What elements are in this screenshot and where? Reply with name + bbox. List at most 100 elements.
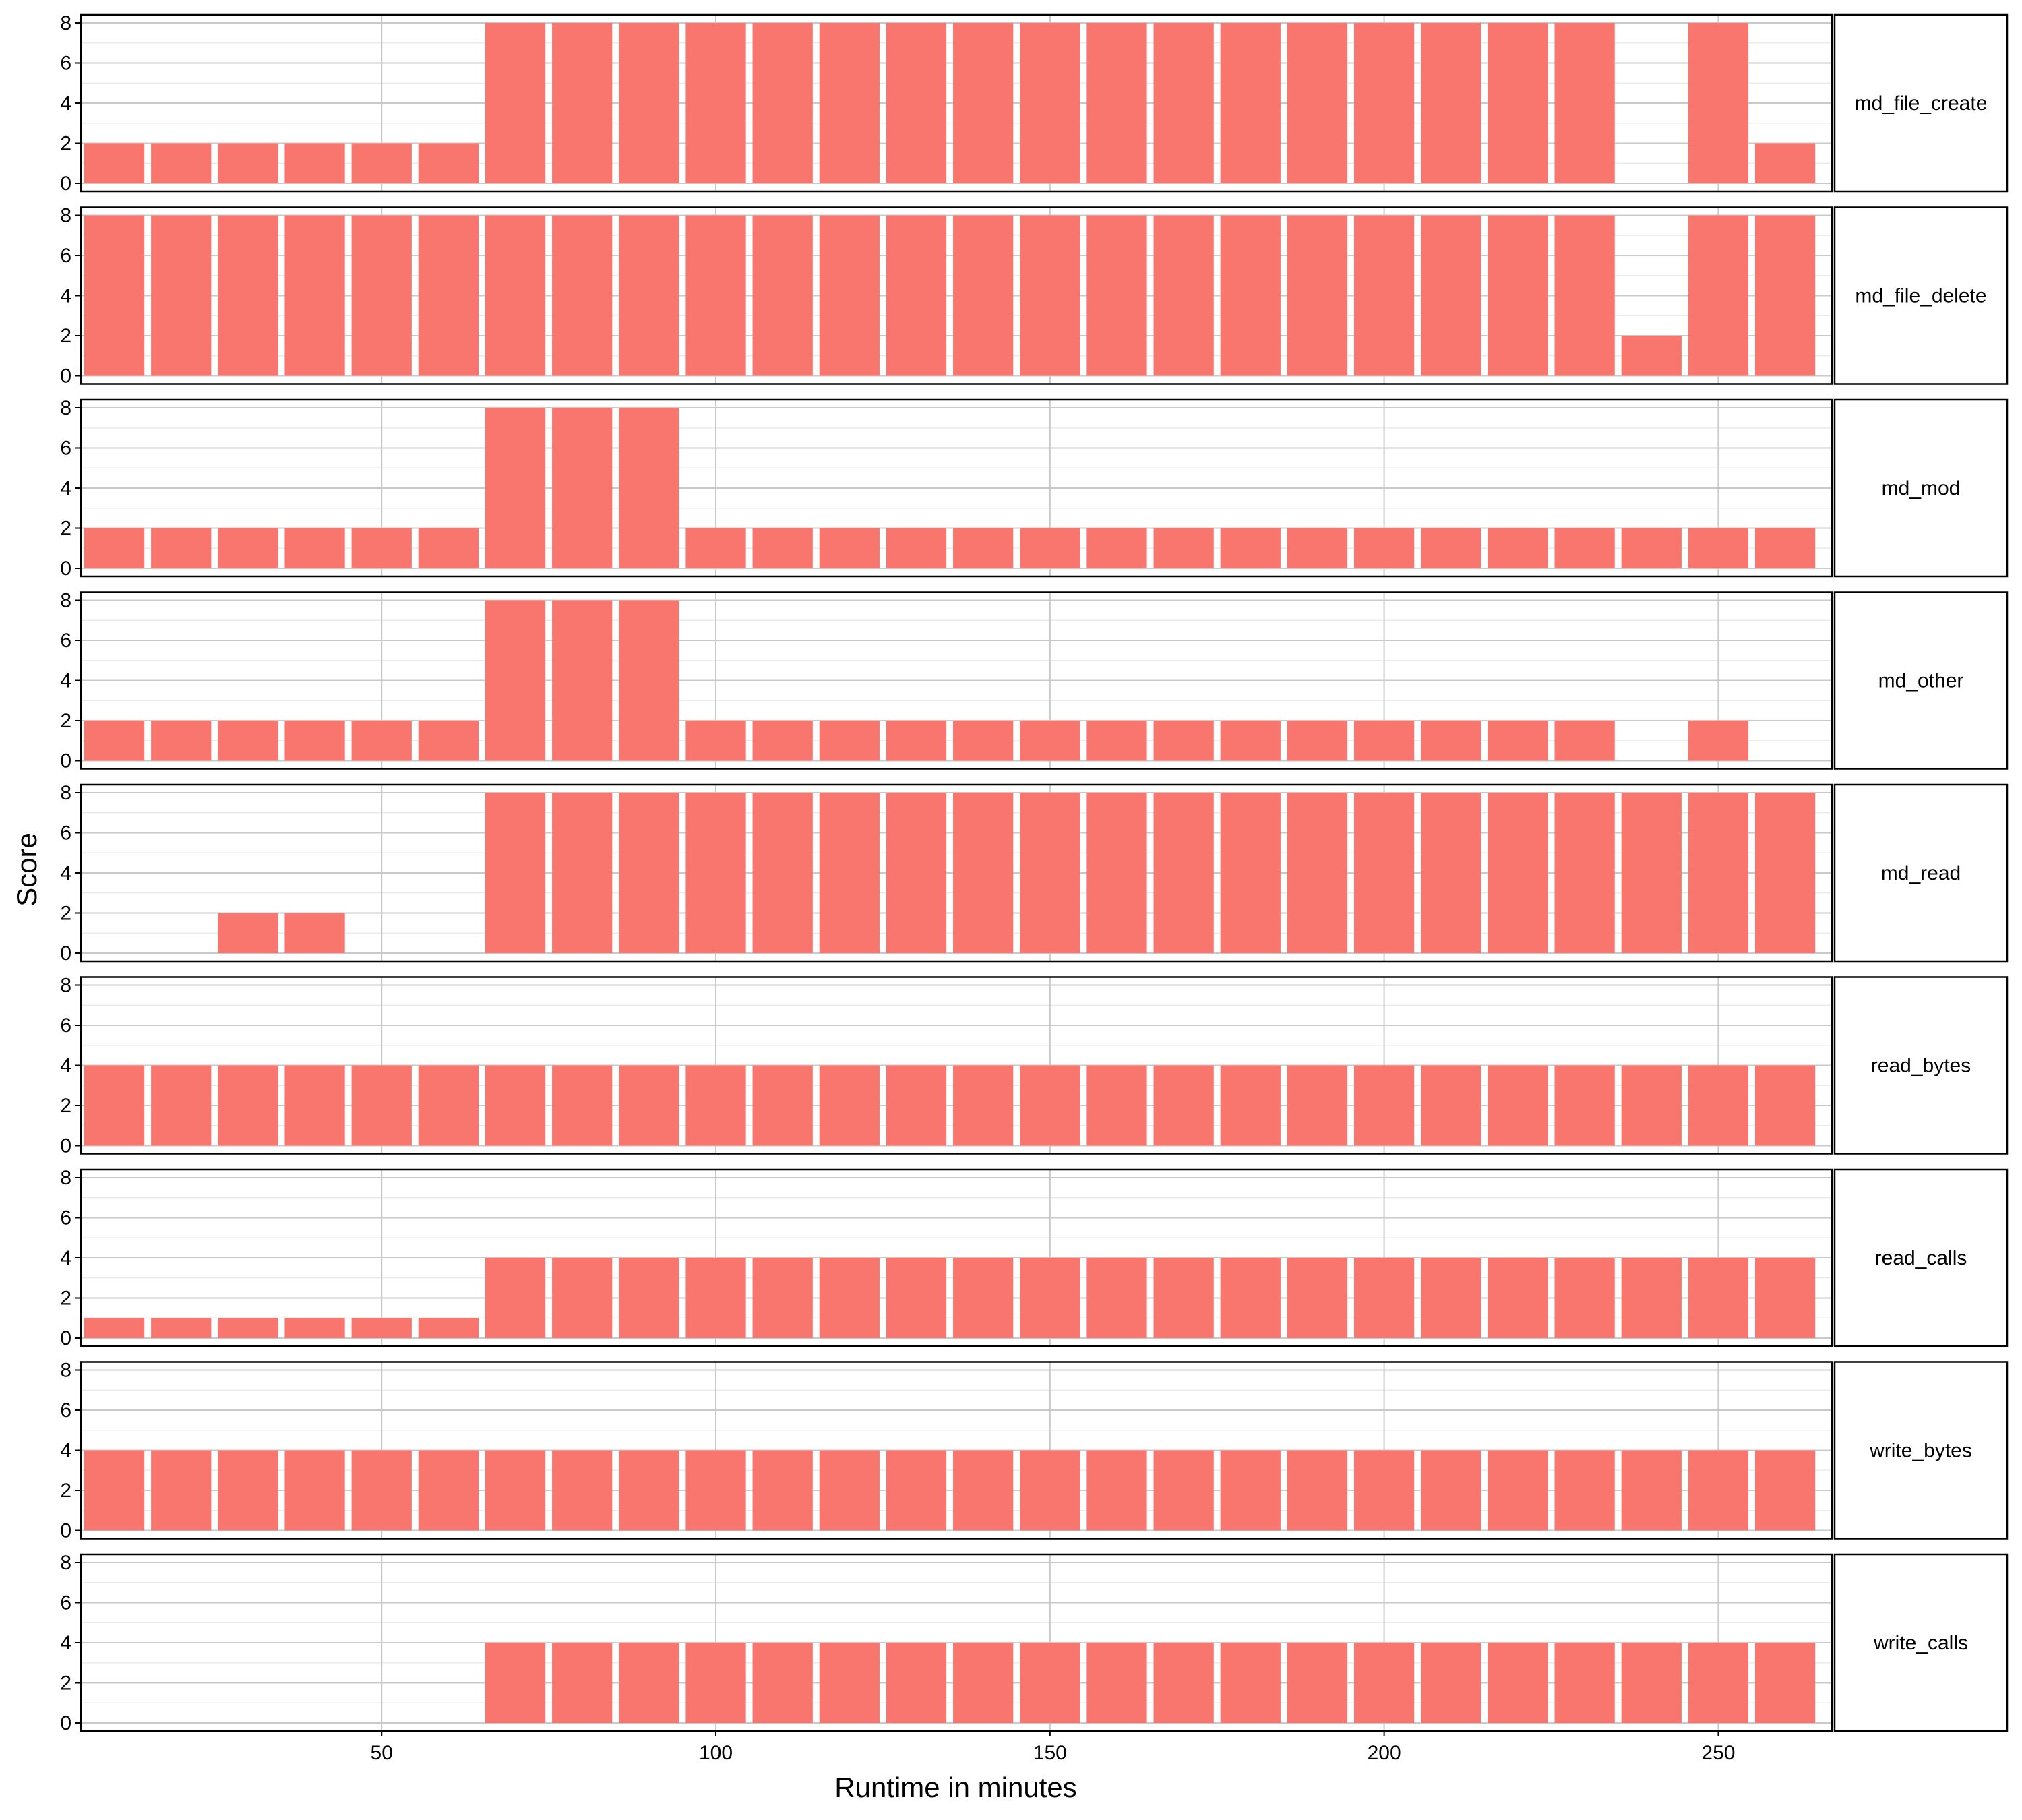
y-tick-label: 2 xyxy=(60,1095,71,1117)
bar xyxy=(1621,1450,1682,1531)
bar xyxy=(619,23,679,183)
facet-strip-label: write_calls xyxy=(1873,1632,1968,1654)
bar xyxy=(1287,1450,1348,1531)
y-tick-label: 8 xyxy=(60,782,71,804)
y-tick-label: 0 xyxy=(60,1327,71,1349)
bar xyxy=(1287,215,1348,376)
y-tick-label: 0 xyxy=(60,173,71,195)
y-tick-label: 6 xyxy=(60,53,71,75)
bar xyxy=(552,1450,613,1531)
bar xyxy=(1354,1450,1415,1531)
bar xyxy=(552,1258,613,1338)
facet-strip xyxy=(1833,976,2009,1155)
panel-md_mod: 0 2 4 6 8 md_mod xyxy=(60,397,2009,580)
y-tick-label: 0 xyxy=(60,1520,71,1542)
bar xyxy=(1020,793,1080,953)
bar xyxy=(218,143,278,183)
bar xyxy=(218,1318,278,1338)
bar xyxy=(1153,215,1214,376)
bar xyxy=(418,1318,479,1338)
bar xyxy=(84,528,145,568)
bar xyxy=(351,721,412,761)
y-tick-label: 8 xyxy=(60,1552,71,1574)
bar xyxy=(485,408,546,568)
bar xyxy=(886,721,947,761)
bar xyxy=(485,1065,546,1146)
bar xyxy=(1153,1643,1214,1723)
bar xyxy=(1488,1450,1548,1531)
y-tick-label: 6 xyxy=(60,630,71,652)
bar xyxy=(151,721,212,761)
panel-write_bytes: 0 2 4 6 8 write_bytes xyxy=(60,1360,2009,1542)
bar xyxy=(485,600,546,761)
bar xyxy=(1688,215,1749,376)
bar xyxy=(1554,1643,1615,1723)
bar xyxy=(351,215,412,376)
bar xyxy=(819,1643,880,1723)
facet-strip-label: md_other xyxy=(1878,670,1964,692)
y-tick-label: 8 xyxy=(60,590,71,612)
bar xyxy=(752,1065,813,1146)
panel-md_read: 0 2 4 6 8 md_read xyxy=(60,782,2009,965)
bar xyxy=(619,1258,679,1338)
bar xyxy=(886,23,947,183)
bar xyxy=(351,1065,412,1146)
bar xyxy=(1153,1450,1214,1531)
bar xyxy=(1554,23,1615,183)
y-tick-label: 2 xyxy=(60,1672,71,1695)
bar xyxy=(284,528,345,568)
facet-strip xyxy=(1833,591,2009,770)
bar xyxy=(1554,215,1615,376)
panel-md_file_delete: 0 2 4 6 8 md_file_delete xyxy=(60,205,2009,388)
bar xyxy=(953,721,1014,761)
bar xyxy=(1354,1643,1415,1723)
bar xyxy=(886,1065,947,1146)
bar xyxy=(685,721,746,761)
bar xyxy=(552,793,613,953)
bar xyxy=(953,1258,1014,1338)
bar xyxy=(1688,1450,1749,1531)
bar xyxy=(1086,528,1147,568)
bar xyxy=(1153,721,1214,761)
bar xyxy=(1287,793,1348,953)
bar xyxy=(1354,1258,1415,1338)
bar xyxy=(1020,215,1080,376)
bar xyxy=(819,215,880,376)
bar xyxy=(1688,1065,1749,1146)
bar xyxy=(1488,528,1548,568)
bar xyxy=(1554,721,1615,761)
bar xyxy=(1554,793,1615,953)
bar xyxy=(1621,1643,1682,1723)
bar xyxy=(819,793,880,953)
bar xyxy=(819,1450,880,1531)
y-tick-label: 2 xyxy=(60,325,71,347)
bar xyxy=(218,1065,278,1146)
bar xyxy=(1153,1065,1214,1146)
bar xyxy=(485,1258,546,1338)
bar xyxy=(1020,1065,1080,1146)
bar xyxy=(151,1450,212,1531)
bar xyxy=(953,793,1014,953)
y-tick-label: 0 xyxy=(60,750,71,772)
bar xyxy=(1220,1065,1281,1146)
bar xyxy=(84,1318,145,1338)
bar xyxy=(218,215,278,376)
bar xyxy=(485,1450,546,1531)
facet-strip xyxy=(1833,783,2009,963)
bar xyxy=(1287,23,1348,183)
bar xyxy=(752,721,813,761)
x-tick-label: 200 xyxy=(1368,1742,1401,1764)
bar xyxy=(1086,793,1147,953)
panel-md_file_create: 0 2 4 6 8 md_file_create xyxy=(60,12,2009,195)
bar xyxy=(819,23,880,183)
bar xyxy=(1621,336,1682,376)
bar xyxy=(1754,1065,1816,1146)
bar xyxy=(552,600,613,761)
bar xyxy=(284,1450,345,1531)
bar xyxy=(1020,721,1080,761)
bar xyxy=(1754,1258,1816,1338)
bar xyxy=(1220,1258,1281,1338)
bar xyxy=(418,143,479,183)
panel-read_bytes: 0 2 4 6 8 read_bytes xyxy=(60,975,2009,1157)
